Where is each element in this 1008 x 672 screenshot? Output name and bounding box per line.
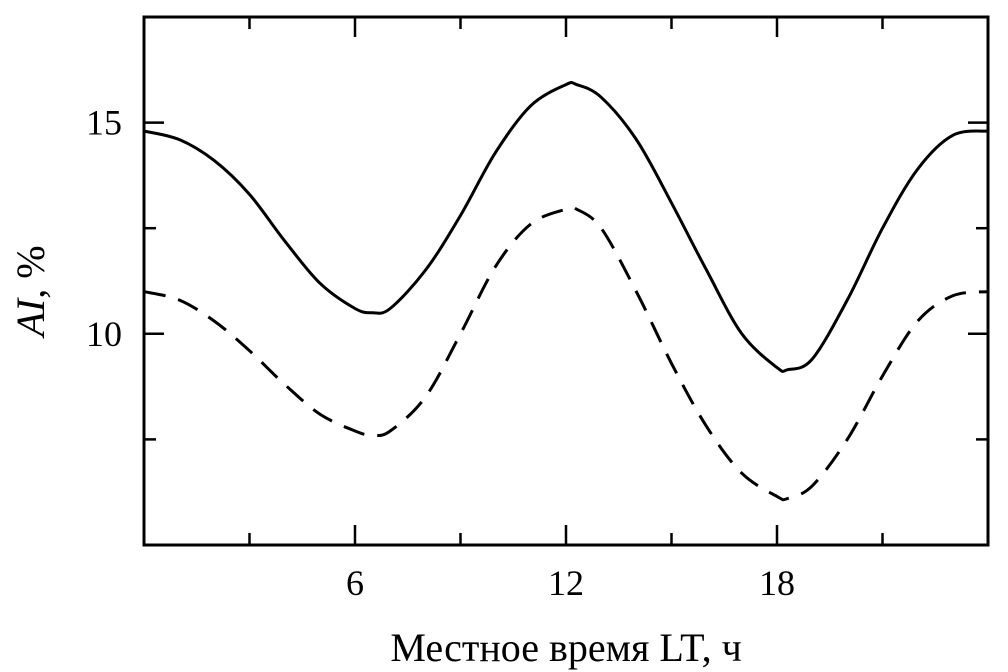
plot-frame bbox=[142, 15, 990, 547]
y-axis-title: AI, % bbox=[8, 245, 53, 339]
series-line-2-dashed bbox=[143, 205, 989, 502]
labels-layer: 6 12 18 10 15 bbox=[86, 103, 795, 603]
series-line-1-solid bbox=[143, 81, 989, 373]
y-axis-variable: AI bbox=[8, 297, 53, 339]
x-tick-label: 18 bbox=[759, 563, 795, 603]
y-tick-label: 10 bbox=[86, 314, 122, 354]
x-tick-label: 6 bbox=[346, 563, 364, 603]
y-tick-label: 15 bbox=[86, 103, 122, 143]
y-axis-unit: , % bbox=[8, 245, 53, 298]
ticks-layer bbox=[144, 17, 988, 545]
series-layer bbox=[143, 81, 989, 502]
x-axis-title: Местное время LT, ч bbox=[390, 625, 741, 670]
x-tick-label: 12 bbox=[548, 563, 584, 603]
